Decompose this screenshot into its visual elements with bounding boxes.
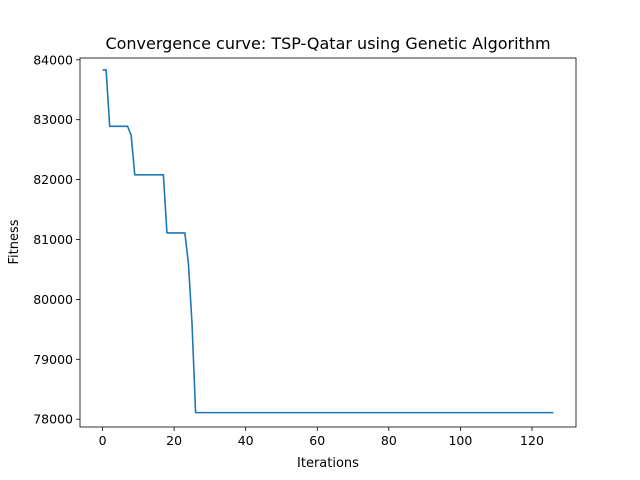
- y-tick-label: 82000: [33, 172, 73, 187]
- y-tick-label: 79000: [33, 352, 73, 367]
- series-line-0: [102, 69, 554, 414]
- x-tick-label: 120: [520, 433, 544, 448]
- y-tick-label: 78000: [33, 412, 73, 427]
- x-tick-label: 80: [381, 433, 397, 448]
- plot-area: 0 20 40 60 80 100 120 78000 79000 80000 81000 82000…: [33, 52, 577, 448]
- x-tick-label: 0: [99, 433, 107, 448]
- x-axis-label: Iterations: [297, 456, 359, 471]
- y-tick-label: 84000: [33, 52, 73, 67]
- chart-title: Convergence curve: TSP-Qatar using Genet…: [105, 34, 550, 53]
- y-tick-label: 81000: [33, 232, 73, 247]
- x-tick-label: 20: [166, 433, 182, 448]
- y-tick-label: 80000: [33, 292, 73, 307]
- x-tick-label: 60: [309, 433, 325, 448]
- x-tick-label: 100: [448, 433, 472, 448]
- axes-frame: [79, 57, 577, 428]
- x-tick-label: 40: [238, 433, 254, 448]
- y-axis-label: Fitness: [7, 219, 22, 264]
- y-tick-label: 83000: [33, 112, 73, 127]
